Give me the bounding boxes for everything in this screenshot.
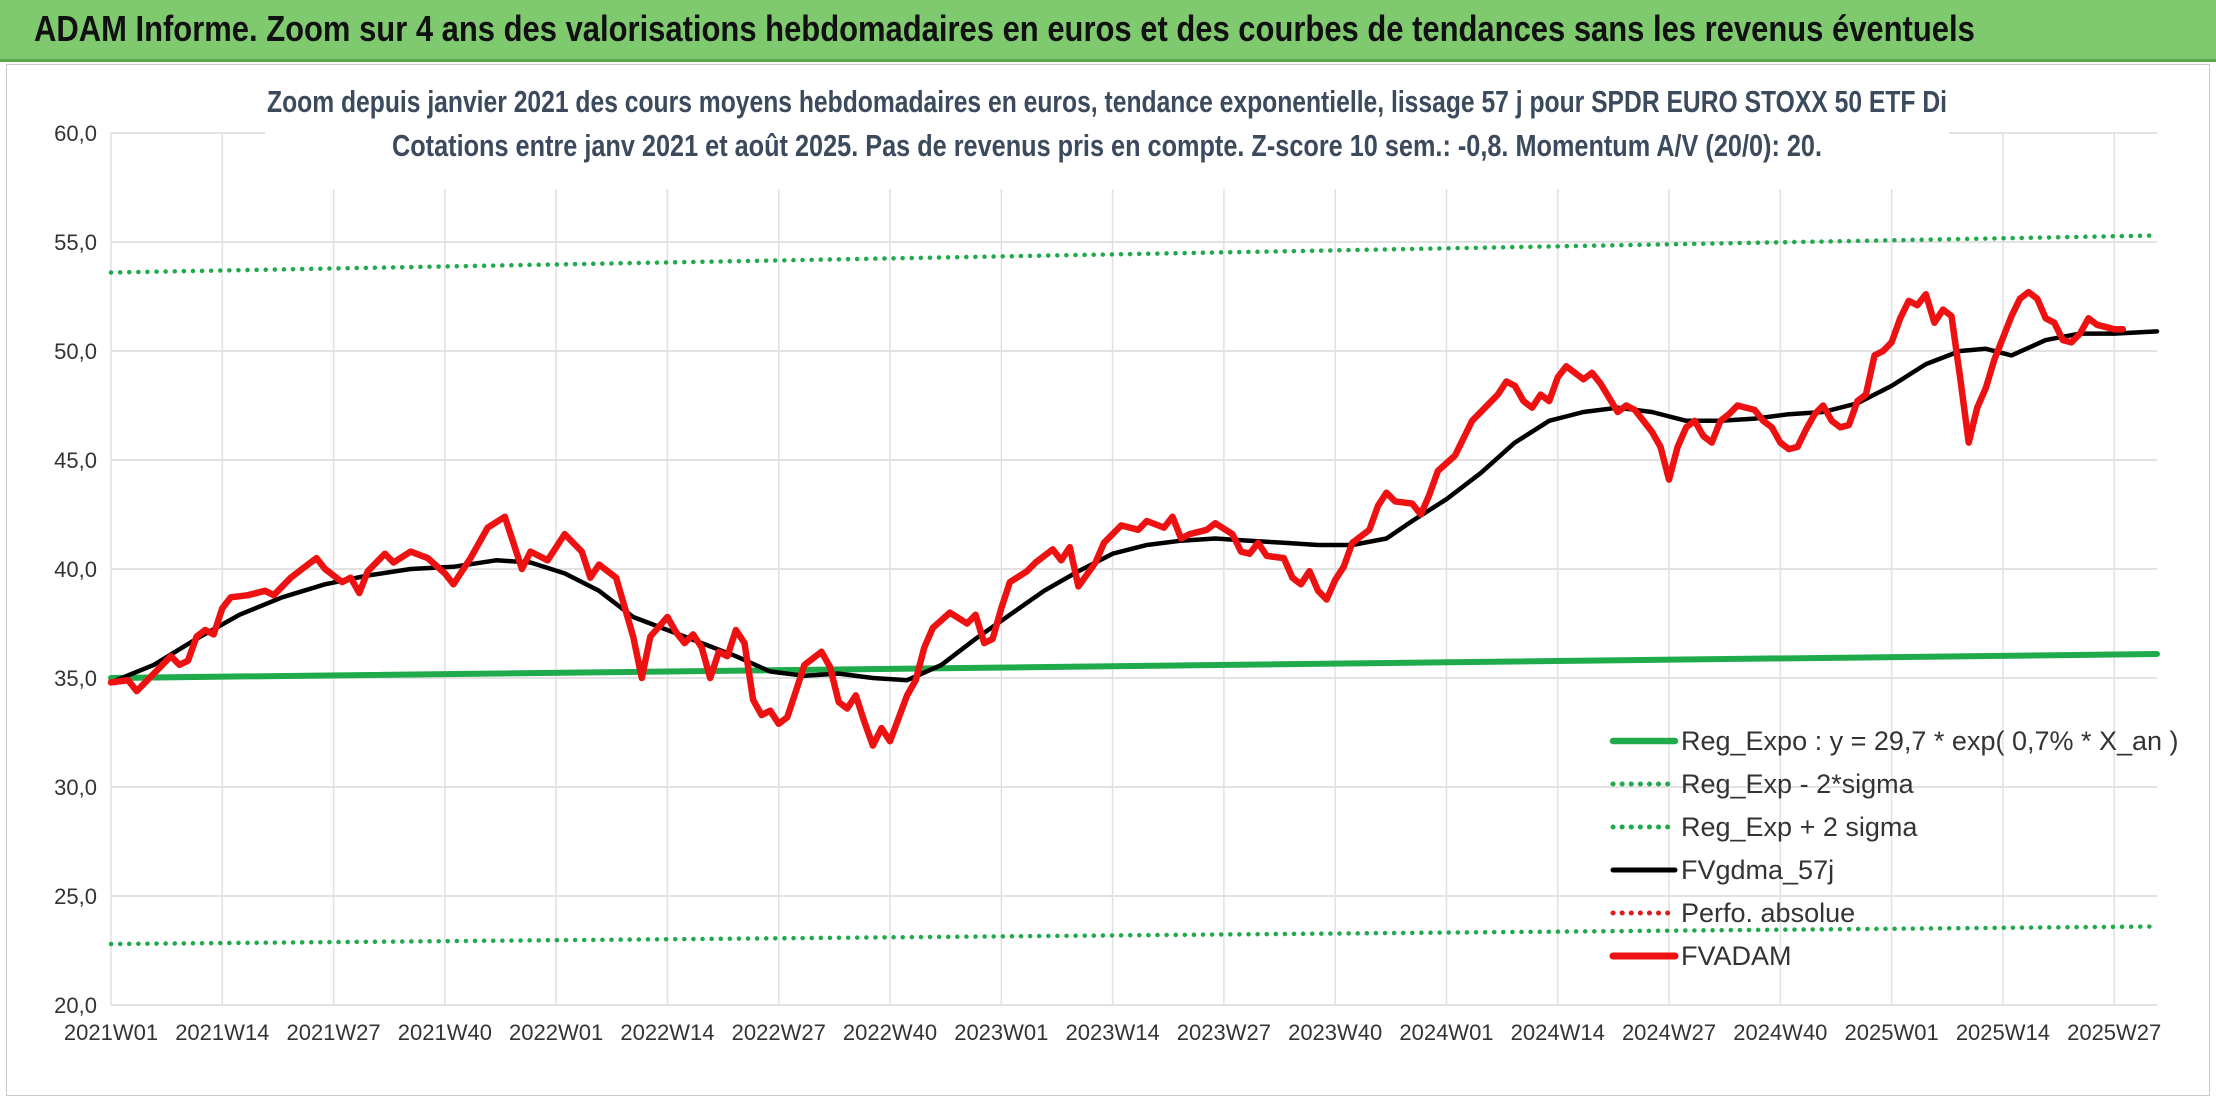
chart-frame: 60,0 55,0 50,0 45,0 40,0 35,0 30,0 25,0 20,0 202…: [6, 64, 2210, 1096]
y-tick-label: 45,0: [54, 448, 97, 473]
x-tick-label: 2023W40: [1288, 1020, 1382, 1045]
series-line-1: [108, 924, 2160, 947]
x-tick-label: 2022W14: [620, 1020, 714, 1045]
x-tick-label: 2024W40: [1733, 1020, 1827, 1045]
x-tick-label: 2025W27: [2067, 1020, 2161, 1045]
x-tick-label: 2021W40: [398, 1020, 492, 1045]
x-tick-label: 2021W14: [175, 1020, 269, 1045]
trend-chart: 60,0 55,0 50,0 45,0 40,0 35,0 30,0 25,0 20,0 202…: [54, 84, 2179, 1045]
chart-title-line1: Zoom depuis janvier 2021 des cours moyen…: [267, 84, 1947, 119]
x-tick-label: 2024W27: [1622, 1020, 1716, 1045]
y-tick-label: 25,0: [54, 884, 97, 909]
legend-label: Reg_Expo : y = 29,7 * exp( 0,7% * X_an ): [1681, 726, 2179, 756]
series-line-5: [107, 288, 2127, 749]
y-tick-label: 55,0: [54, 230, 97, 255]
x-tick-label: 2023W01: [954, 1020, 1048, 1045]
legend-label: Reg_Exp - 2*sigma: [1681, 769, 1915, 799]
legend-label: FVADAM: [1681, 941, 1792, 971]
series-line-3: [108, 329, 2160, 685]
report-banner: ADAM Informe. Zoom sur 4 ans des valoris…: [0, 0, 2216, 62]
y-tick-label: 20,0: [54, 993, 97, 1018]
x-tick-label: 2022W40: [843, 1020, 937, 1045]
legend-label: Perfo. absolue: [1681, 898, 1855, 928]
x-tick-label: 2024W01: [1399, 1020, 1493, 1045]
x-tick-label: 2023W27: [1177, 1020, 1271, 1045]
y-tick-label: 40,0: [54, 557, 97, 582]
x-tick-label: 2021W01: [64, 1020, 158, 1045]
series-line-2: [108, 233, 2160, 275]
chart-titles: Zoom depuis janvier 2021 des cours moyen…: [265, 84, 1949, 189]
y-tick-label: 50,0: [54, 339, 97, 364]
x-tick-label: 2025W14: [1956, 1020, 2050, 1045]
x-tick-label: 2022W27: [732, 1020, 826, 1045]
x-axis-ticks: 2021W01 2021W14 2021W27 2021W40 2022W01 2022W…: [64, 1020, 2161, 1045]
legend-label: FVgdma_57j: [1681, 855, 1834, 885]
report-title: ADAM Informe. Zoom sur 4 ans des valoris…: [34, 8, 1975, 49]
y-tick-label: 30,0: [54, 775, 97, 800]
title-background: [265, 85, 1949, 189]
y-axis-ticks: 60,0 55,0 50,0 45,0 40,0 35,0 30,0 25,0 20,0: [54, 121, 97, 1018]
series-line-0: [108, 651, 2160, 681]
x-tick-label: 2024W14: [1511, 1020, 1605, 1045]
x-tick-label: 2025W01: [1845, 1020, 1939, 1045]
legend: Reg_Expo : y = 29,7 * exp( 0,7% * X_an )…: [1609, 726, 2179, 971]
y-tick-label: 35,0: [54, 666, 97, 691]
y-tick-label: 60,0: [54, 121, 97, 146]
x-tick-label: 2021W27: [286, 1020, 380, 1045]
x-tick-label: 2022W01: [509, 1020, 603, 1045]
legend-label: Reg_Exp + 2 sigma: [1681, 812, 1918, 842]
chart-title-line2: Cotations entre janv 2021 et août 2025. …: [392, 128, 1822, 163]
x-tick-label: 2023W14: [1066, 1020, 1160, 1045]
series-layer: [107, 233, 2160, 947]
